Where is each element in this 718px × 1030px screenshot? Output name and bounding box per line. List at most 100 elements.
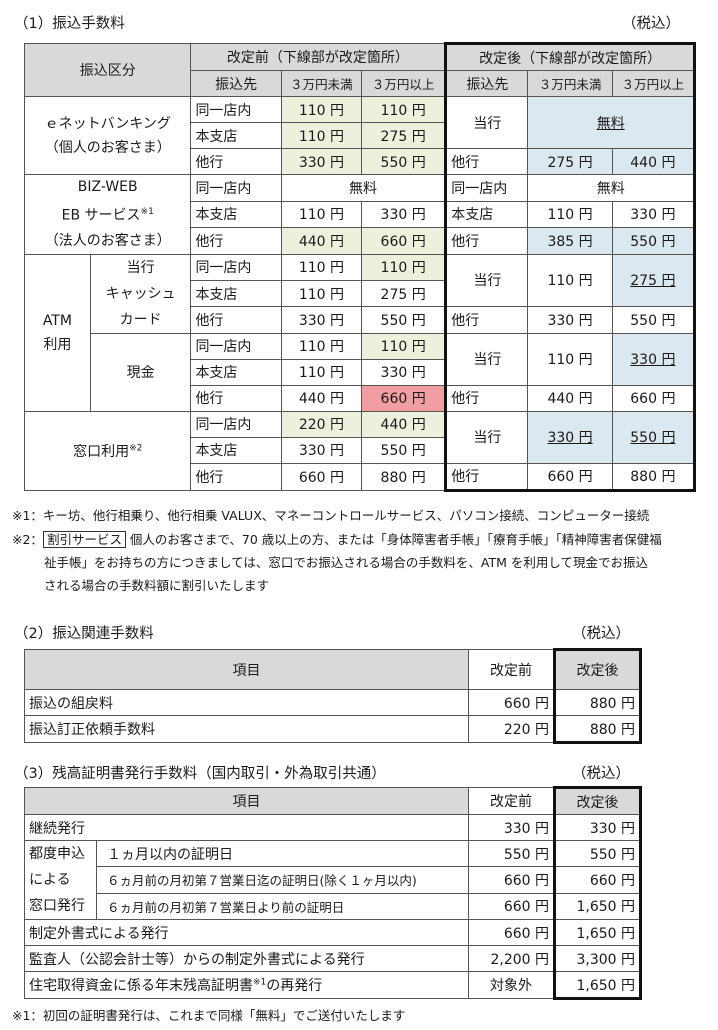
- dest-label: 本支店: [190, 200, 282, 229]
- header-before: 改定前: [468, 787, 555, 815]
- fee-cell: 440 円: [280, 227, 363, 255]
- footnote-mark: ※1: [140, 207, 154, 217]
- section1-title: （1）振込手数料: [14, 16, 125, 32]
- header-under-30k: ３万円未満: [280, 70, 363, 97]
- dest-label: 同一店内: [190, 174, 282, 202]
- enet-label: ｅネットバンキング: [44, 115, 171, 132]
- header-after: 改定後: [553, 786, 642, 815]
- fee-after: 880 円: [553, 715, 642, 744]
- fee-before: 660 円: [468, 689, 555, 716]
- dest-label: 他行: [190, 148, 282, 175]
- header-dest-after: 振込先: [444, 70, 529, 97]
- fee-cell: 440 円: [611, 148, 697, 175]
- item-label: 振込の組戻料: [24, 689, 469, 716]
- fee-cell: 110 円: [527, 200, 613, 229]
- atm-label: ATM: [42, 312, 72, 329]
- fee-cell: 110 円: [280, 253, 363, 281]
- group-atm-cash: 現金: [89, 332, 192, 412]
- footnote-2: ※2： 割引サービス 個人のお客さまで、70 歳以上の方、または「身体障害者手帳」…: [12, 530, 714, 595]
- dest-label: 他行: [190, 384, 282, 412]
- dest-label: 同一店内: [190, 253, 282, 281]
- fee-after: 660 円: [553, 866, 642, 894]
- fee-cell: 220 円: [280, 410, 363, 438]
- dest-label: 他行: [444, 227, 529, 255]
- enet-sublabel: （個人のお客さま）: [44, 139, 171, 156]
- dest-label: 本支店: [190, 279, 282, 308]
- changed-fee: 275 円: [630, 273, 676, 290]
- header-under-30k-after: ３万円未満: [527, 70, 613, 97]
- fee-before: 対象外: [468, 971, 555, 999]
- header-after: 改定後: [553, 648, 642, 690]
- header-over-30k-after: ３万円以上: [611, 70, 697, 97]
- item-label-text: の再発行: [266, 978, 323, 994]
- dest-label: 本支店: [190, 122, 282, 149]
- group-atm-card: 当行 キャッシュ カード: [89, 253, 192, 334]
- fee-after: 3,300 円: [553, 945, 642, 972]
- group-enet-banking: ｅネットバンキング （個人のお客さま）: [23, 96, 192, 175]
- footnote-2-mark: ※2：: [12, 532, 43, 547]
- dest-label: 他行: [444, 148, 529, 175]
- fee-cell: 660 円: [280, 462, 363, 491]
- dest-label: 同一店内: [190, 96, 282, 123]
- fee-cell: 660 円: [360, 227, 447, 255]
- dest-label: 他行: [444, 462, 529, 492]
- discount-service-badge: 割引サービス: [42, 531, 126, 548]
- bizweb-label: BIZ-WEB: [77, 179, 138, 195]
- fee-cell: 110 円: [360, 96, 447, 123]
- fee-cell: 110 円: [360, 253, 447, 281]
- section1-tax-note: （税込）: [622, 16, 680, 32]
- fee-cell: 110 円: [280, 279, 363, 308]
- fee-cell: 330 円: [280, 436, 363, 464]
- fee-cell-free: 無料: [280, 174, 447, 202]
- fee-cell: 275 円: [360, 279, 447, 308]
- item-label: 住宅取得資金に係る年末残高証明書※1の再発行: [24, 971, 469, 999]
- changed-fee: 550 円: [630, 430, 676, 447]
- fee-before: 330 円: [468, 814, 555, 841]
- atm-sublabel: 利用: [43, 336, 72, 353]
- fee-before: 660 円: [468, 892, 555, 921]
- item-label: １ヵ月以内の証明日: [96, 839, 469, 868]
- fee-after: 880 円: [553, 689, 642, 716]
- fee-cell: 110 円: [527, 332, 613, 386]
- fee-cell: 385 円: [527, 227, 613, 255]
- fee-cell: 440 円: [360, 410, 447, 438]
- fee-cell: 275 円: [527, 148, 613, 175]
- fee-cell: 110 円: [280, 200, 363, 229]
- section2-title: （2）振込関連手数料: [14, 626, 154, 642]
- fee-cell: 550 円: [611, 306, 697, 334]
- fee-cell: 880 円: [611, 462, 697, 492]
- window-label: 窓口利用: [73, 443, 130, 460]
- fee-cell: 550 円: [360, 148, 447, 175]
- header-before: 改定前: [468, 649, 555, 690]
- footnote-2-text: 個人のお客さまで、70 歳以上の方、または「身体障害者手帳」「療育手帳」「精神障…: [125, 532, 662, 547]
- group-label-3: 窓口発行: [29, 898, 85, 914]
- fee-cell: 330 円: [360, 200, 447, 229]
- item-label: 振込訂正依頼手数料: [24, 715, 469, 743]
- item-label: ６ヵ月前の月初第７営業日より前の証明日: [96, 892, 469, 921]
- header-item: 項目: [24, 787, 469, 815]
- dest-label: 当行: [444, 332, 529, 386]
- section3-tax-note: （税込）: [572, 766, 630, 782]
- card-label-1: 当行: [126, 259, 155, 276]
- item-label: ６ヵ月前の月初第７営業日迄の証明日(除く１ヶ月以内): [96, 866, 469, 894]
- header-item: 項目: [24, 649, 469, 690]
- fee-cell: 880 円: [360, 462, 447, 491]
- free-label: 無料: [596, 115, 625, 132]
- fee-after: 550 円: [553, 839, 642, 868]
- item-label: 制定外書式による発行: [24, 919, 469, 946]
- fee-cell: 110 円: [280, 358, 363, 386]
- footnote-1: ※1：キー坊、他行相乗り、他行相乗 VALUX、マネーコントロールサービス、パソ…: [12, 508, 650, 523]
- fee-cell: 330 円: [611, 332, 697, 386]
- dest-label: 他行: [444, 306, 529, 334]
- fee-before: 550 円: [468, 839, 555, 868]
- group-bizweb: BIZ-WEB EB サービス※1 （法人のお客さま）: [23, 174, 192, 255]
- item-label-text: 住宅取得資金に係る年末残高証明書: [29, 978, 253, 994]
- fee-before: 220 円: [468, 715, 555, 743]
- fee-cell: 330 円: [360, 358, 447, 386]
- balance-certificate-fee-table: 項目 改定前 改定後 継続発行 330 円 330 円 都度申込 による 窓口発…: [24, 786, 642, 1000]
- header-dest: 振込先: [190, 70, 282, 97]
- dest-label: 同一店内: [190, 410, 282, 438]
- fee-cell: 110 円: [360, 332, 447, 360]
- dest-label: 当行: [444, 96, 529, 149]
- transfer-fee-table: 振込区分 改定前（下線部が改定箇所） 改定後（下線部が改定箇所） 振込先 ３万円…: [23, 42, 697, 492]
